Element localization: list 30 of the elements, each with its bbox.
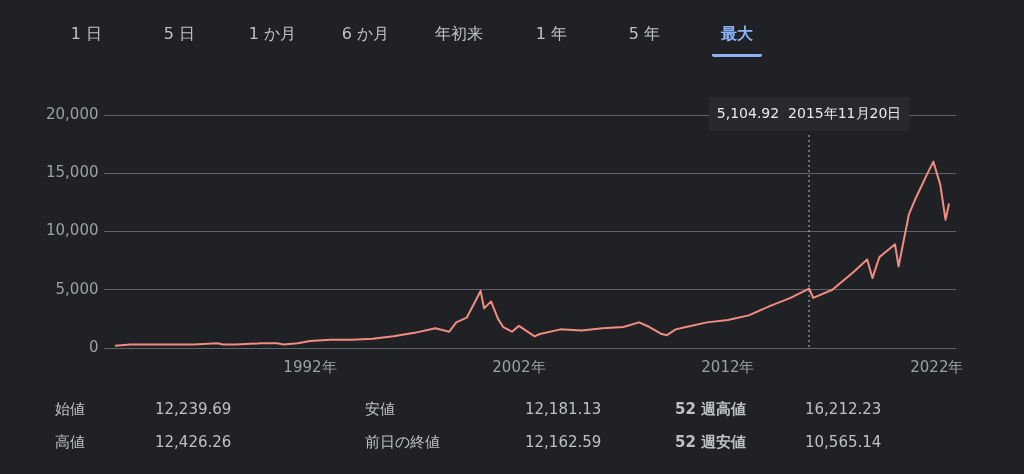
text: 10,565.14 — [805, 433, 883, 452]
ref-line-label: 5,104.92 2015年11月20日 — [716, 104, 902, 121]
text: 52 週安値 — [675, 433, 748, 452]
y-tick-label: 15,000 — [45, 163, 99, 182]
x-tick-label: 2012年 — [701, 357, 755, 376]
y-tick-label: 20,000 — [45, 104, 99, 123]
text: 始値 — [55, 400, 86, 419]
text: 最大 — [712, 20, 762, 57]
y-tick-label: 0 — [88, 337, 99, 356]
x-tick-label: 2002年 — [492, 357, 546, 376]
x-tick-label: 1992年 — [283, 357, 337, 376]
text: 前日の終値 — [365, 433, 441, 452]
text: 5 日 — [162, 23, 197, 45]
y-tick-label: 10,000 — [45, 221, 99, 240]
text: 1 年 — [534, 23, 569, 45]
text: 12,181.13 — [525, 400, 603, 419]
x-tick-label: 2022年 — [910, 357, 964, 376]
text: 16,212.23 — [805, 400, 883, 419]
text: 6 か月 — [340, 23, 391, 45]
text: 高値 — [55, 433, 86, 452]
text: 1 日 — [69, 23, 104, 45]
text: 52 週高値 — [675, 400, 748, 419]
text: 12,426.26 — [155, 433, 233, 452]
text: 5 年 — [627, 23, 662, 45]
text: 12,239.69 — [155, 400, 233, 419]
text: 12,162.59 — [525, 433, 603, 452]
y-tick-label: 5,000 — [55, 279, 99, 298]
text: 年初来 — [433, 23, 484, 45]
text: 安値 — [365, 400, 396, 419]
text: 1 か月 — [247, 23, 298, 45]
